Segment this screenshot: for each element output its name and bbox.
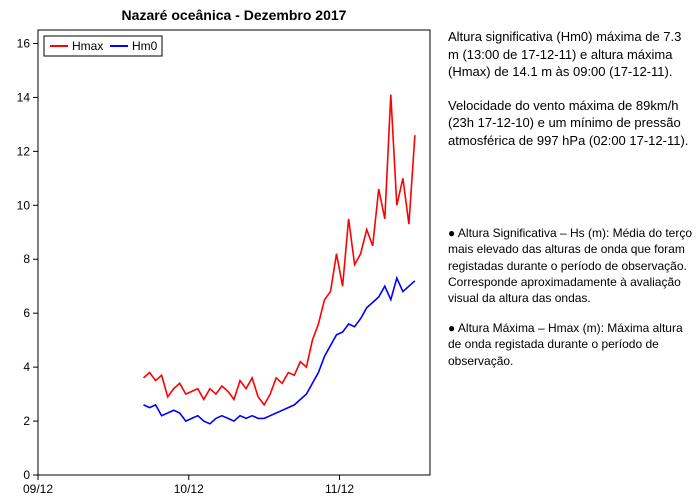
svg-text:14: 14 [17, 90, 31, 104]
svg-text:10: 10 [17, 198, 31, 212]
svg-text:09/12: 09/12 [23, 482, 53, 496]
definitions: ● Altura Significativa – Hs (m): Média d… [448, 225, 692, 369]
definition-hmax: ● Altura Máxima – Hmax (m): Máxima altur… [448, 320, 692, 369]
svg-text:4: 4 [23, 360, 30, 374]
svg-text:10/12: 10/12 [174, 482, 204, 496]
svg-text:2: 2 [23, 414, 30, 428]
page: 0 2 4 6 8 10 12 14 16 09/12 10/12 11/12 Nazaré oceân… [0, 0, 700, 500]
line-chart: 0 2 4 6 8 10 12 14 16 09/12 10/12 11/12 Nazaré oceân… [0, 0, 440, 500]
definition-hmax-label: ● Altura Máxima – Hmax (m): [448, 321, 604, 335]
svg-text:8: 8 [23, 252, 30, 266]
definition-hs: ● Altura Significativa – Hs (m): Média d… [448, 225, 692, 306]
summary-para-1: Altura significativa (Hm0) máxima de 7.3… [448, 28, 692, 81]
svg-text:Hmax: Hmax [72, 39, 103, 53]
svg-text:16: 16 [17, 36, 31, 50]
description-panel: Altura significativa (Hm0) máxima de 7.3… [440, 0, 700, 500]
svg-text:6: 6 [23, 306, 30, 320]
chart-container: 0 2 4 6 8 10 12 14 16 09/12 10/12 11/12 Nazaré oceân… [0, 0, 440, 500]
svg-text:Hm0: Hm0 [132, 39, 158, 53]
svg-text:Nazaré oceânica - Dezembro 201: Nazaré oceânica - Dezembro 2017 [122, 7, 347, 23]
svg-text:12: 12 [17, 144, 31, 158]
svg-text:0: 0 [23, 468, 30, 482]
svg-text:11/12: 11/12 [325, 482, 354, 496]
summary-para-2: Velocidade do vento máxima de 89km/h (23… [448, 97, 692, 150]
definition-hs-label: ● Altura Significativa – Hs (m): [448, 226, 609, 240]
